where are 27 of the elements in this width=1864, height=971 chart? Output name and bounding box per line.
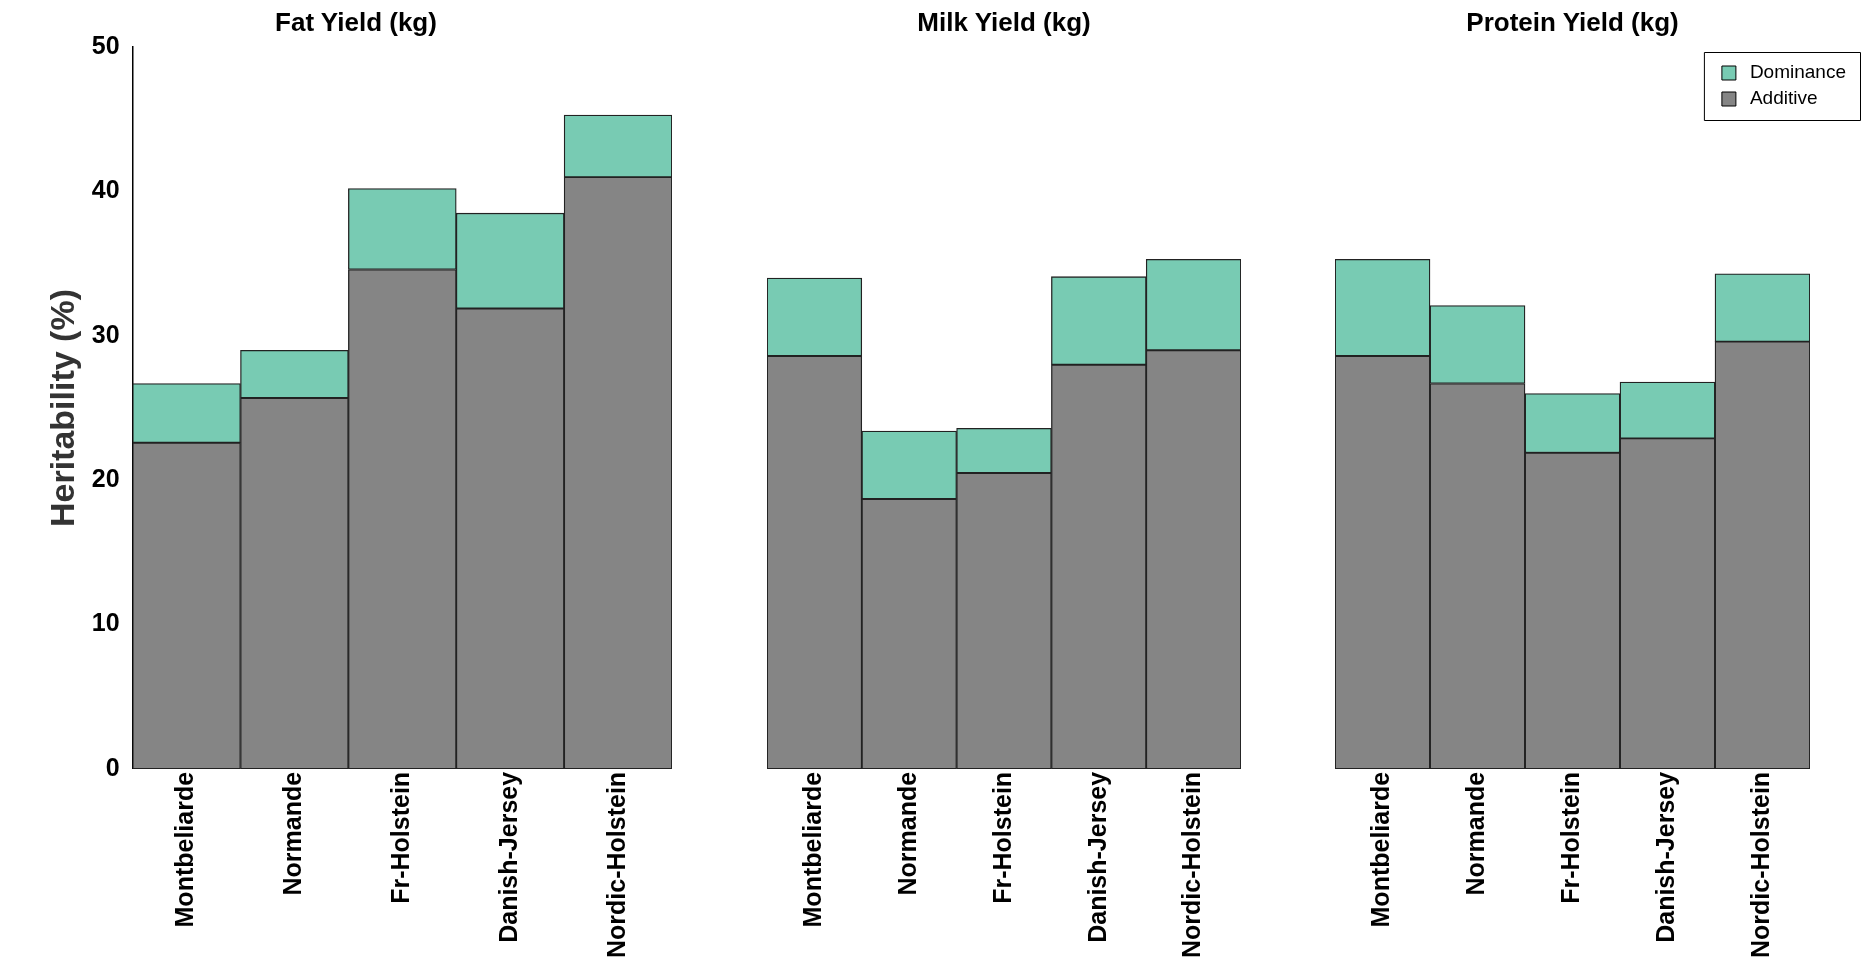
y-tick-label: 20 bbox=[91, 464, 120, 493]
y-tick-label: 40 bbox=[91, 175, 120, 204]
y-tick-label: 50 bbox=[91, 31, 120, 60]
legend-label: Additive bbox=[1749, 87, 1818, 109]
y-tick-label: 10 bbox=[91, 608, 120, 637]
chart-title: Protein Yield (kg) bbox=[1466, 6, 1679, 37]
y-axis-title: Heritability (%) bbox=[42, 289, 81, 528]
y-tick-label: 30 bbox=[91, 319, 120, 348]
x-tick-label: Montbeliarde bbox=[798, 771, 827, 928]
x-tick-label: Danish-Jersey bbox=[1651, 771, 1680, 943]
x-tick-label: Nordic-Holstein bbox=[1746, 771, 1775, 958]
x-tick-label: Montbeliarde bbox=[1366, 771, 1395, 928]
chart-title: Milk Yield (kg) bbox=[917, 6, 1091, 37]
x-tick-label: Danish-Jersey bbox=[494, 771, 523, 943]
x-tick-label: Normande bbox=[278, 771, 307, 896]
chart-title: Fat Yield (kg) bbox=[275, 6, 437, 37]
x-tick-label: Nordic-Holstein bbox=[1177, 771, 1206, 958]
legend-label: Dominance bbox=[1749, 61, 1847, 83]
x-tick-label: Danish-Jersey bbox=[1082, 771, 1111, 943]
x-tick-label: Montbeliarde bbox=[170, 771, 199, 928]
x-tick-label: Nordic-Holstein bbox=[601, 771, 630, 958]
x-tick-label: Normande bbox=[1461, 771, 1490, 896]
x-tick-label: Normande bbox=[893, 771, 922, 896]
x-tick-label: Fr-Holstein bbox=[987, 771, 1016, 904]
x-tick-label: Fr-Holstein bbox=[386, 771, 415, 904]
y-tick-label: 0 bbox=[105, 752, 120, 781]
x-tick-label: Fr-Holstein bbox=[1556, 771, 1585, 904]
